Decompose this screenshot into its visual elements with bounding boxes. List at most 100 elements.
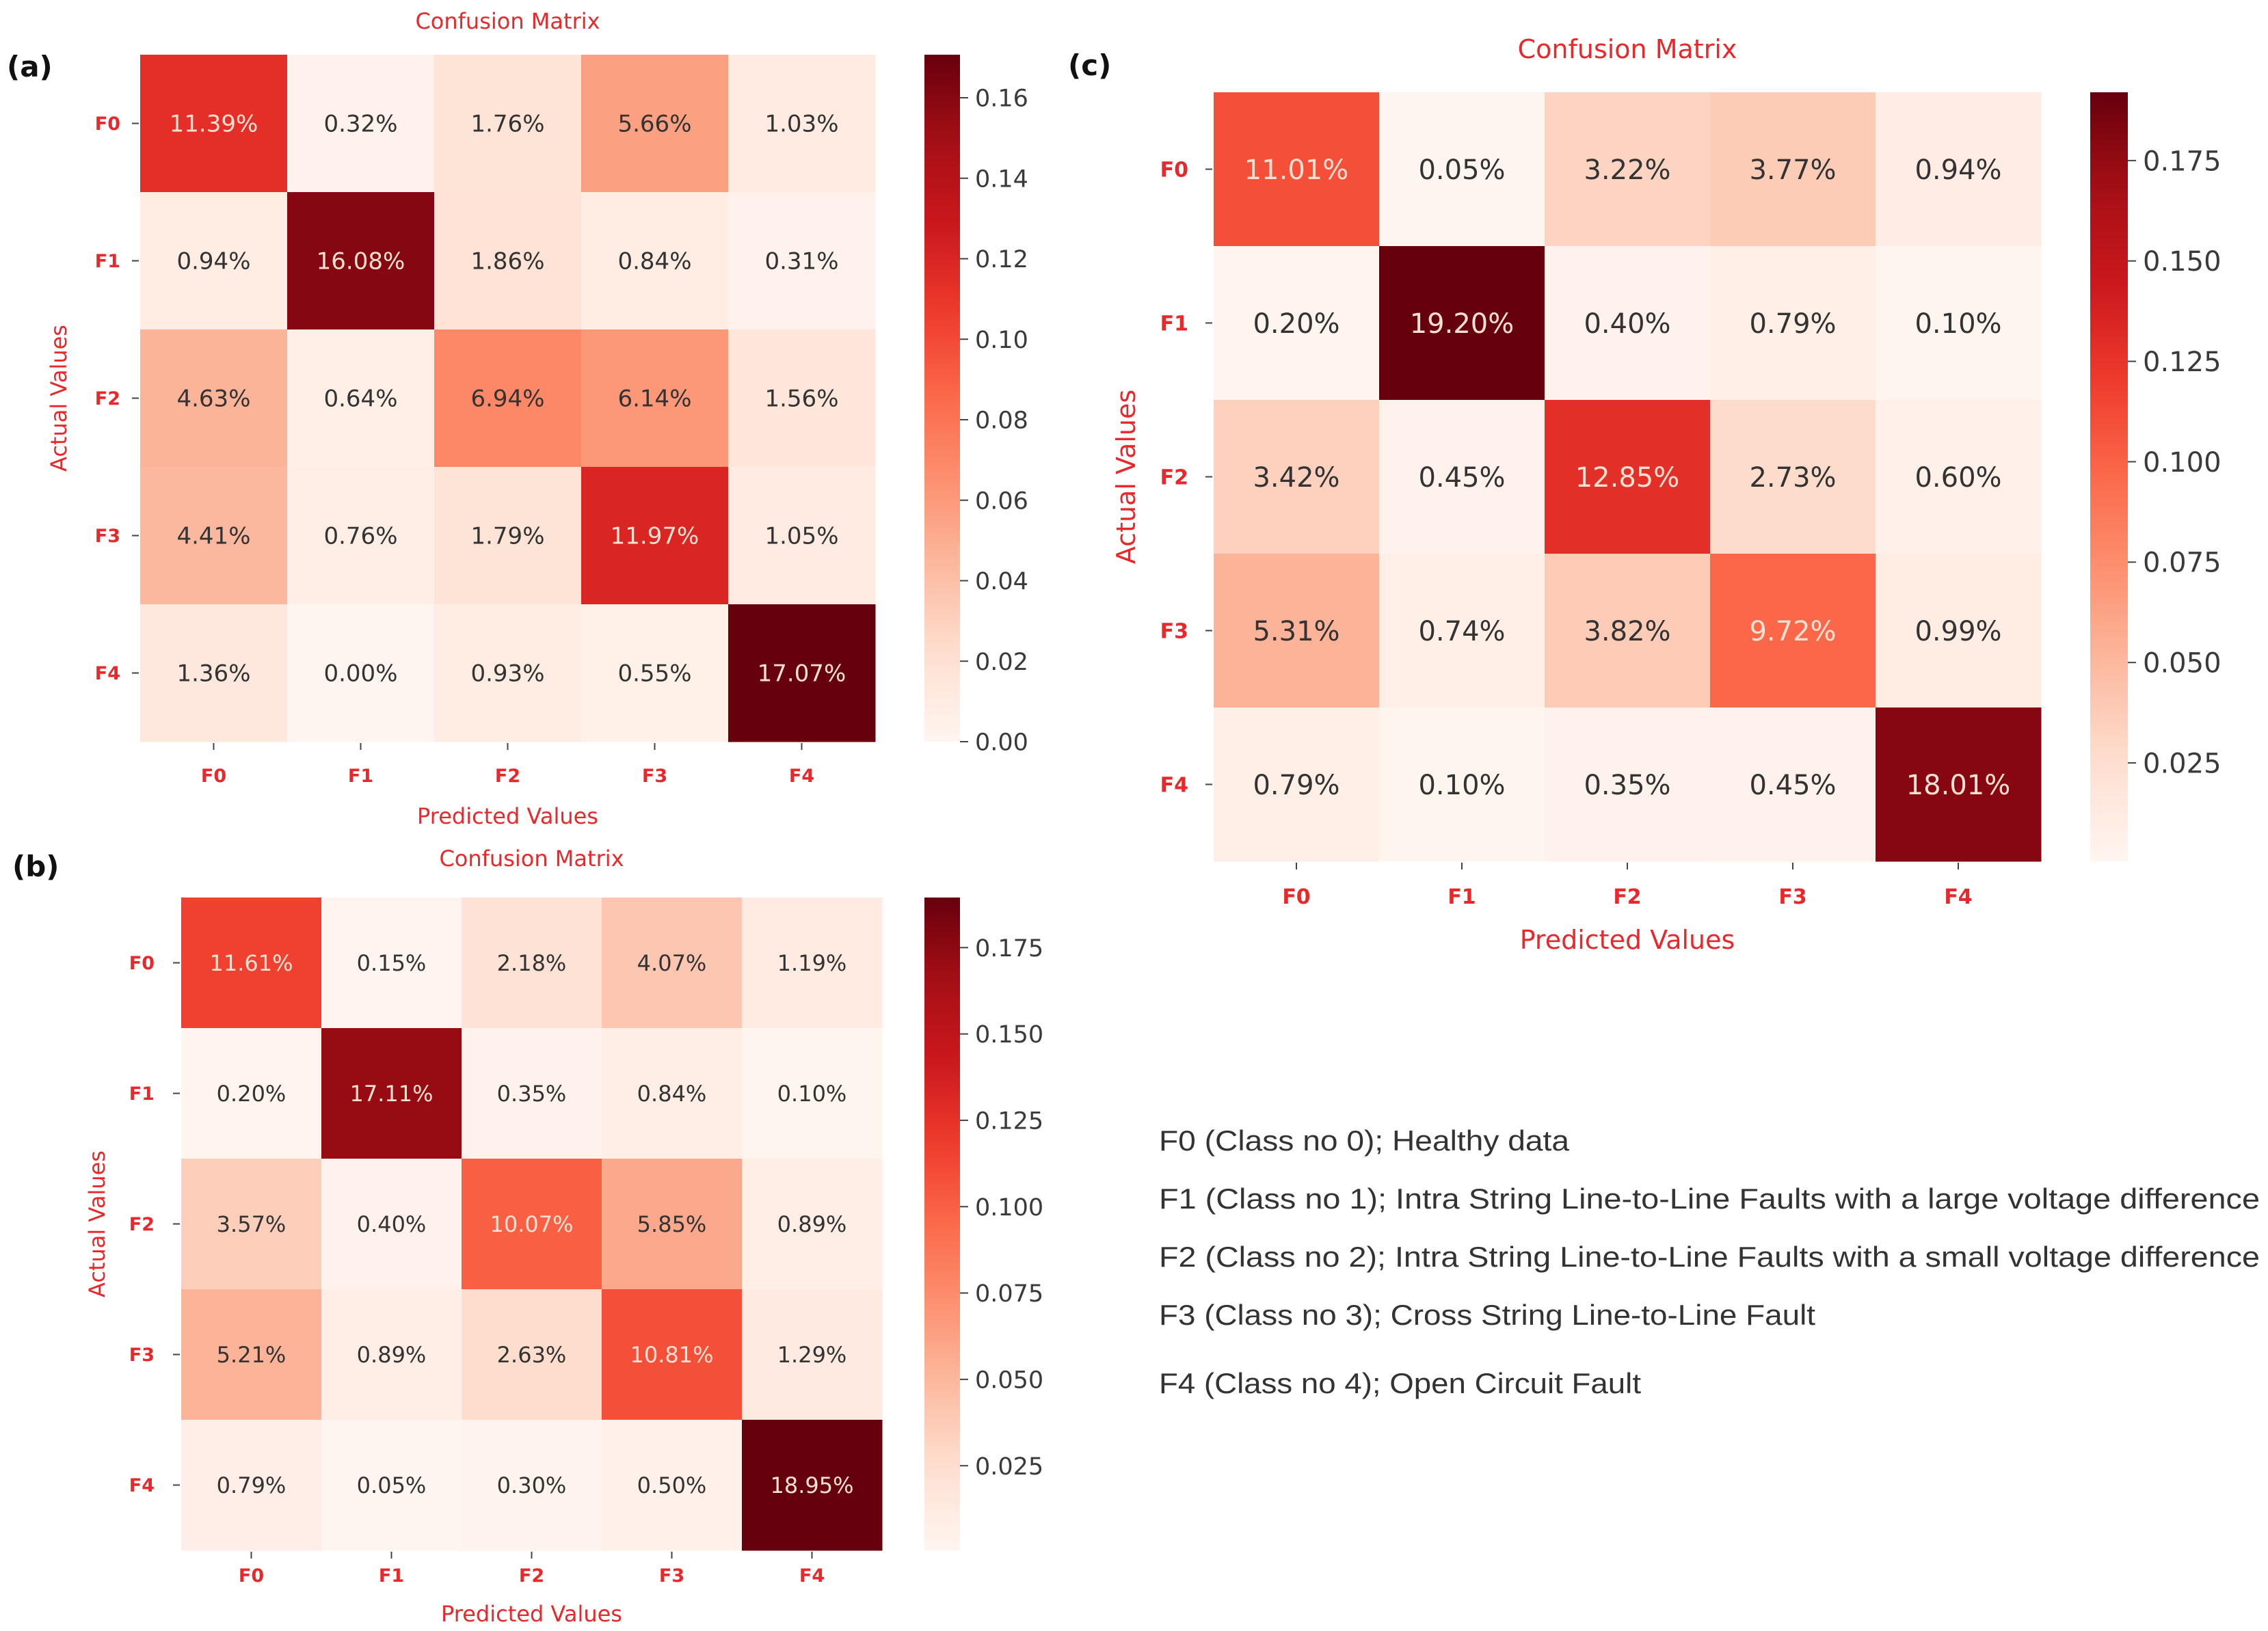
cell-value-label: 1.19% bbox=[777, 950, 847, 976]
heatmap-cell bbox=[181, 898, 322, 1029]
colorbar bbox=[924, 55, 960, 742]
heatmap-cell bbox=[140, 192, 288, 330]
colorbar bbox=[2090, 92, 2128, 861]
heatmap-cell bbox=[140, 467, 288, 605]
heatmap-cell bbox=[287, 55, 435, 193]
cell-value-label: 0.89% bbox=[777, 1211, 847, 1237]
heatmap-cell bbox=[742, 1420, 883, 1551]
cell-value-label: 0.79% bbox=[217, 1472, 286, 1498]
heatmap-cell bbox=[462, 1159, 602, 1290]
cell-value-label: 0.55% bbox=[617, 660, 691, 688]
cell-value-label: 17.07% bbox=[758, 660, 846, 688]
cell-value-label: 1.79% bbox=[470, 523, 544, 550]
heatmap-cell bbox=[287, 192, 435, 330]
heatmap-cell bbox=[742, 898, 883, 1029]
x-axis-label: Predicted Values bbox=[441, 1601, 622, 1627]
chart-title: Confusion Matrix bbox=[1518, 34, 1737, 64]
heatmap-cell bbox=[1214, 92, 1380, 247]
heatmap-cell bbox=[602, 1028, 743, 1159]
colorbar-tick-label: 0.08 bbox=[975, 407, 1028, 435]
cell-value-label: 0.15% bbox=[357, 950, 427, 976]
colorbar-tick-label: 0.14 bbox=[975, 165, 1028, 193]
heatmap-cell bbox=[1379, 707, 1545, 862]
x-axis-label: Predicted Values bbox=[1520, 925, 1735, 955]
cell-value-label: 3.42% bbox=[1253, 462, 1339, 494]
y-axis-label: Actual Values bbox=[84, 1150, 110, 1297]
cell-value-label: 11.97% bbox=[611, 523, 699, 550]
heatmap-cell bbox=[1710, 92, 1876, 247]
cell-value-label: 17.11% bbox=[349, 1081, 433, 1107]
heatmap-cell bbox=[728, 467, 876, 605]
heatmap-cell bbox=[728, 604, 876, 742]
y-tick-label: F4 bbox=[129, 1475, 155, 1496]
heatmap-cell bbox=[1710, 554, 1876, 708]
cell-value-label: 0.31% bbox=[764, 248, 838, 275]
cell-value-label: 0.10% bbox=[1915, 308, 2001, 340]
y-tick-label: F3 bbox=[95, 526, 120, 547]
legend-entry: F2 (Class no 2); Intra String Line-to-Li… bbox=[1159, 1241, 2260, 1273]
cell-value-label: 5.85% bbox=[637, 1211, 707, 1237]
cell-value-label: 1.86% bbox=[470, 248, 544, 275]
heatmap-cell bbox=[1876, 707, 2042, 862]
cell-value-label: 19.20% bbox=[1410, 308, 1515, 340]
heatmap-cell bbox=[1379, 554, 1545, 708]
heatmap-cell bbox=[1876, 246, 2042, 401]
colorbar-tick-label: 0.00 bbox=[975, 729, 1028, 757]
y-axis-label: Actual Values bbox=[46, 325, 72, 472]
heatmap-cell bbox=[1545, 554, 1711, 708]
heatmap-cell bbox=[581, 192, 729, 330]
heatmap-cell bbox=[462, 1289, 602, 1420]
y-tick-label: F4 bbox=[1160, 773, 1188, 797]
heatmap-cell bbox=[434, 55, 582, 193]
x-tick-label: F3 bbox=[1778, 885, 1806, 909]
colorbar-tick-label: 0.025 bbox=[975, 1453, 1043, 1481]
colorbar-tick-label: 0.075 bbox=[2143, 548, 2222, 579]
chart-title: Confusion Matrix bbox=[439, 846, 624, 872]
x-tick-label: F4 bbox=[799, 1565, 825, 1587]
heatmap-cell bbox=[1214, 554, 1380, 708]
heatmap-cell bbox=[181, 1159, 322, 1290]
y-tick-label: F1 bbox=[1160, 312, 1188, 336]
heatmap-cell bbox=[321, 898, 462, 1029]
cell-value-label: 0.93% bbox=[470, 660, 544, 688]
x-tick-label: F4 bbox=[1944, 885, 1972, 909]
x-tick-label: F0 bbox=[201, 766, 226, 787]
cell-value-label: 3.82% bbox=[1584, 616, 1670, 647]
x-tick-label: F2 bbox=[1613, 885, 1641, 909]
y-tick-label: F1 bbox=[95, 251, 120, 272]
heatmap-cell bbox=[287, 329, 435, 468]
cell-value-label: 0.79% bbox=[1253, 770, 1339, 801]
class-legend: F0 (Class no 0); Healthy data F1 (Class n… bbox=[1159, 1124, 2260, 1399]
confusion-matrix-panel: (a) Confusion Matrix 11.39% 0.32% 1.76% 5.66%… bbox=[7, 8, 1028, 829]
heatmap-cell bbox=[1876, 554, 2042, 708]
panel-label: (a) bbox=[7, 50, 53, 83]
y-tick-label: F1 bbox=[129, 1083, 155, 1105]
legend-entry: F3 (Class no 3); Cross String Line-to-Li… bbox=[1159, 1299, 1815, 1331]
cell-value-label: 0.99% bbox=[1915, 616, 2001, 647]
heatmap-cell bbox=[140, 55, 288, 193]
confusion-matrix-panel: (b) Confusion Matrix 11.61% 0.15% 2.18% 4.07%… bbox=[12, 846, 1043, 1627]
cell-value-label: 0.76% bbox=[323, 523, 397, 550]
cell-value-label: 0.89% bbox=[357, 1342, 427, 1368]
cell-value-label: 5.31% bbox=[1253, 616, 1339, 647]
cell-value-label: 0.40% bbox=[1584, 308, 1670, 340]
cell-value-label: 0.45% bbox=[1749, 770, 1836, 801]
heatmap-cell bbox=[434, 467, 582, 605]
cell-value-label: 0.79% bbox=[1749, 308, 1836, 340]
y-tick-label: F3 bbox=[1160, 619, 1188, 643]
colorbar-tick-label: 0.050 bbox=[2143, 648, 2222, 679]
x-tick-label: F0 bbox=[1282, 885, 1310, 909]
heatmap-cell bbox=[462, 1420, 602, 1551]
cell-value-label: 18.95% bbox=[770, 1472, 853, 1498]
heatmap-cell bbox=[434, 329, 582, 468]
heatmap-cell bbox=[181, 1289, 322, 1420]
cell-value-label: 3.22% bbox=[1584, 154, 1670, 186]
cell-value-label: 1.76% bbox=[470, 111, 544, 138]
heatmap-cell bbox=[581, 467, 729, 605]
colorbar-tick-label: 0.150 bbox=[2143, 246, 2222, 278]
cell-value-label: 0.50% bbox=[637, 1472, 707, 1498]
x-axis-label: Predicted Values bbox=[417, 803, 598, 829]
heatmap-cell bbox=[581, 55, 729, 193]
heatmap-cell bbox=[434, 604, 582, 742]
